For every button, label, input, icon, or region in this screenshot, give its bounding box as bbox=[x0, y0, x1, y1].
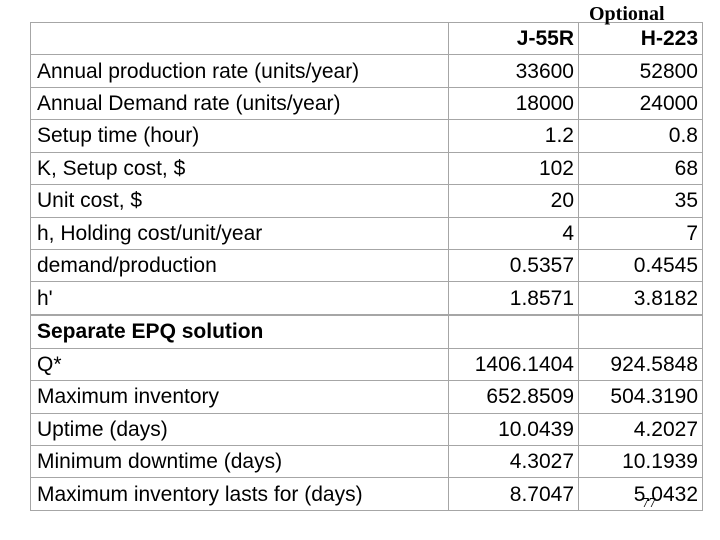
table-row: Q* 1406.1404 924.5848 bbox=[30, 347, 703, 382]
row-label-cell: Setup time (hour) bbox=[30, 119, 449, 153]
epq-table: J-55R H-223 Annual production rate (unit… bbox=[30, 21, 703, 511]
table-row: Annual production rate (units/year) 3360… bbox=[30, 54, 703, 88]
value-cell-h223: 7 bbox=[578, 216, 703, 250]
value-cell-h223: 3.8182 bbox=[578, 281, 703, 315]
table-section-row: Separate EPQ solution bbox=[30, 315, 703, 349]
value-cell-j55r: 10.0439 bbox=[448, 412, 579, 446]
table-row: K, Setup cost, $ 102 68 bbox=[30, 151, 703, 186]
value-cell-j55r: 102 bbox=[448, 151, 579, 186]
value-cell-j55r: 20 bbox=[448, 184, 579, 218]
value-cell-j55r: 652.8509 bbox=[448, 380, 579, 414]
table-row-empty bbox=[30, 313, 703, 317]
optional-label: Optional bbox=[589, 3, 665, 25]
row-label-cell: Q* bbox=[30, 347, 449, 382]
row-label-cell: demand/production bbox=[30, 248, 449, 283]
row-label-cell: K, Setup cost, $ bbox=[30, 151, 449, 186]
table-row: Minimum downtime (days) 4.3027 10.1939 bbox=[30, 444, 703, 479]
value-cell-h223: 0.8 bbox=[578, 119, 703, 153]
table-row: h' 1.8571 3.8182 bbox=[30, 281, 703, 315]
value-cell-j55r: 1.8571 bbox=[448, 281, 579, 315]
header-j55r-cell: J-55R bbox=[448, 21, 579, 56]
value-cell-h223: 10.1939 bbox=[578, 444, 703, 479]
value-cell-h223: 68 bbox=[578, 151, 703, 186]
value-cell-h223: 35 bbox=[578, 184, 703, 218]
row-label-cell: Unit cost, $ bbox=[30, 184, 449, 218]
table-row: Annual Demand rate (units/year) 18000 24… bbox=[30, 86, 703, 121]
table-row: h, Holding cost/unit/year 4 7 bbox=[30, 216, 703, 250]
value-cell-h223: 4.2027 bbox=[578, 412, 703, 446]
section-title-cell: Separate EPQ solution bbox=[30, 315, 449, 349]
value-cell-j55r: 1.2 bbox=[448, 119, 579, 153]
table-header-row: J-55R H-223 bbox=[30, 21, 703, 56]
row-label-cell: h' bbox=[30, 281, 449, 315]
value-cell-j55r: 33600 bbox=[448, 54, 579, 88]
value-cell-j55r: 4.3027 bbox=[448, 444, 579, 479]
value-cell-h223: 924.5848 bbox=[578, 347, 703, 382]
value-cell-j55r bbox=[448, 315, 579, 349]
value-cell-h223: 52800 bbox=[578, 54, 703, 88]
value-cell-j55r: 0.5357 bbox=[448, 248, 579, 283]
value-cell-h223: 5.0432 bbox=[578, 477, 703, 511]
row-label-cell: Annual Demand rate (units/year) bbox=[30, 86, 449, 121]
value-cell-h223: 0.4545 bbox=[578, 248, 703, 283]
row-label-cell: Maximum inventory bbox=[30, 380, 449, 414]
value-cell-h223 bbox=[578, 315, 703, 349]
row-label-cell: h, Holding cost/unit/year bbox=[30, 216, 449, 250]
table-row: Maximum inventory 652.8509 504.3190 bbox=[30, 380, 703, 414]
value-cell-h223: 504.3190 bbox=[578, 380, 703, 414]
value-cell-j55r: 18000 bbox=[448, 86, 579, 121]
table-row: Maximum inventory lasts for (days) 8.704… bbox=[30, 477, 703, 511]
header-blank-cell bbox=[30, 21, 449, 56]
header-h223-cell: H-223 bbox=[578, 21, 703, 56]
row-label-cell: Uptime (days) bbox=[30, 412, 449, 446]
table-row: Uptime (days) 10.0439 4.2027 bbox=[30, 412, 703, 446]
row-label-cell: Maximum inventory lasts for (days) bbox=[30, 477, 449, 511]
value-cell-h223: 24000 bbox=[578, 86, 703, 121]
value-cell-j55r: 8.7047 bbox=[448, 477, 579, 511]
slide-page-number: 77 bbox=[642, 496, 656, 511]
row-label-cell: Minimum downtime (days) bbox=[30, 444, 449, 479]
value-cell-j55r: 4 bbox=[448, 216, 579, 250]
value-cell-h223 bbox=[578, 313, 703, 317]
value-cell-j55r: 1406.1404 bbox=[448, 347, 579, 382]
table-row: demand/production 0.5357 0.4545 bbox=[30, 248, 703, 283]
table-row: Setup time (hour) 1.2 0.8 bbox=[30, 119, 703, 153]
row-label-cell: Annual production rate (units/year) bbox=[30, 54, 449, 88]
table-row: Unit cost, $ 20 35 bbox=[30, 184, 703, 218]
